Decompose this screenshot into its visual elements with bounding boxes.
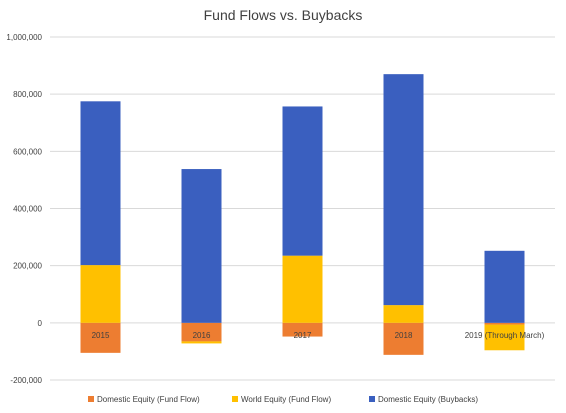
legend-swatch	[369, 396, 375, 402]
y-tick-label: 400,000	[13, 205, 42, 214]
y-tick-label: 600,000	[13, 147, 42, 156]
bar-2016-series-2	[181, 169, 222, 323]
bar-2017-series-1	[282, 255, 323, 323]
legend-label: Domestic Equity (Fund Flow)	[97, 395, 200, 404]
legend-swatch	[232, 396, 238, 402]
bar-2018-series-2	[383, 74, 424, 306]
y-tick-label: 200,000	[13, 262, 42, 271]
category-label: 2015	[92, 331, 110, 340]
bar-2016-series-1	[181, 341, 222, 344]
legend-swatch	[88, 396, 94, 402]
bar-2017-series-0	[282, 322, 323, 337]
y-tick-label: 1,000,000	[6, 33, 42, 42]
bar-2018-series-1	[383, 305, 424, 323]
bar-2017-series-2	[282, 106, 323, 256]
y-tick-label: -200,000	[10, 376, 42, 385]
bars	[80, 74, 525, 355]
legend-label: Domestic Equity (Buybacks)	[378, 395, 478, 404]
bar-2015-series-0	[80, 322, 121, 353]
bar-2015-series-2	[80, 101, 121, 266]
bar-2019-series-1	[484, 324, 525, 351]
y-axis-ticks: -200,000 0 200,000 400,000 600,000 800,000 1,0…	[6, 33, 42, 385]
legend-label: World Equity (Fund Flow)	[241, 395, 331, 404]
category-label: 2018	[395, 331, 413, 340]
chart-title: Fund Flows vs. Buybacks	[204, 7, 363, 23]
bar-2019-series-2	[484, 250, 525, 323]
category-labels: 2015 2016 2017 2018 2019 (Through March)	[92, 331, 545, 340]
category-label: 2019 (Through March)	[465, 331, 545, 340]
bar-2019-series-0	[484, 322, 525, 325]
legend: Domestic Equity (Fund Flow) World Equity …	[88, 395, 478, 404]
y-tick-label: 0	[38, 319, 43, 328]
bar-2018-series-0	[383, 322, 424, 355]
bar-2015-series-1	[80, 265, 121, 323]
category-label: 2017	[294, 331, 312, 340]
y-tick-label: 800,000	[13, 90, 42, 99]
category-label: 2016	[193, 331, 211, 340]
bar-2016-series-0	[181, 322, 222, 342]
